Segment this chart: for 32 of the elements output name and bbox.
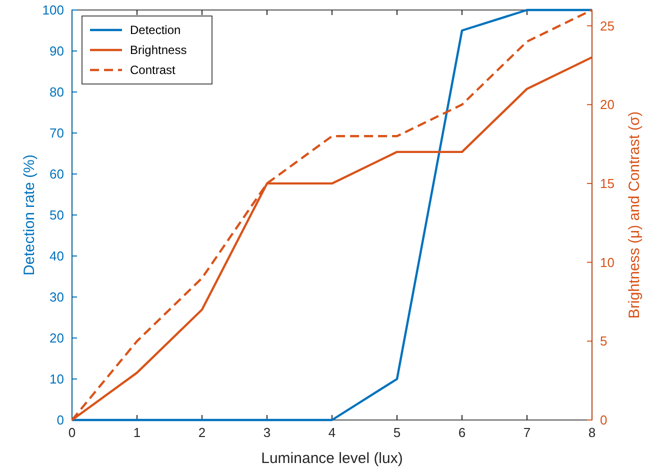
y-tick-label: 0 <box>56 412 64 428</box>
x-tick-label: 5 <box>393 425 401 440</box>
y-tick-label: 90 <box>50 44 64 58</box>
y2-tick-label: 0 <box>600 412 608 428</box>
x-tick-label: 3 <box>263 425 271 440</box>
y2-tick-label: 5 <box>600 334 608 349</box>
x-tick-label: 0 <box>68 425 76 440</box>
x-tick-label: 1 <box>133 425 141 440</box>
x-tick-label: 8 <box>588 425 596 440</box>
x-tick-label: 4 <box>328 425 336 440</box>
x-tick-label: 2 <box>198 425 206 440</box>
y-tick-label: 30 <box>50 290 64 304</box>
y2-axis-title: Brightness (μ) and Contrast (σ) <box>626 111 643 319</box>
legend-label: Brightness <box>130 43 187 57</box>
y-tick-label: 20 <box>50 330 64 346</box>
y-tick-label: 40 <box>50 248 64 264</box>
y-tick-label: 50 <box>50 208 64 222</box>
legend-label: Contrast <box>130 63 176 77</box>
x-axis-title: Luminance level (lux) <box>261 450 403 467</box>
y-tick-label: 100 <box>42 2 64 18</box>
x-tick-label: 7 <box>523 425 531 440</box>
y-tick-label: 60 <box>50 166 64 182</box>
x-tick-label: 6 <box>458 425 466 440</box>
y-tick-label: 70 <box>50 126 64 140</box>
y2-tick-label: 15 <box>600 176 614 191</box>
y2-tick-label: 20 <box>600 97 614 112</box>
y-tick-label: 80 <box>50 84 64 100</box>
y-tick-label: 10 <box>50 372 64 386</box>
y2-tick-label: 25 <box>600 18 614 34</box>
y-axis-title: Detection rate (%) <box>21 154 38 276</box>
y2-tick-label: 10 <box>600 254 614 270</box>
legend-label: Detection <box>130 23 181 37</box>
